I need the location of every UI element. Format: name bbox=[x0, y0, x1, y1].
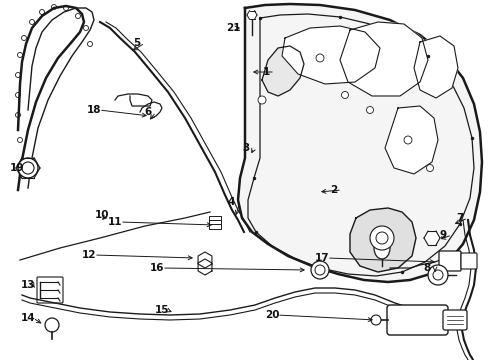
FancyBboxPatch shape bbox=[442, 310, 466, 330]
Text: 21: 21 bbox=[225, 23, 240, 33]
Bar bbox=[208, 220, 221, 225]
FancyBboxPatch shape bbox=[438, 251, 460, 271]
Circle shape bbox=[375, 232, 387, 244]
Text: 18: 18 bbox=[87, 105, 102, 115]
Text: 9: 9 bbox=[439, 230, 446, 240]
Circle shape bbox=[258, 96, 265, 104]
Text: 5: 5 bbox=[133, 38, 140, 48]
Polygon shape bbox=[198, 252, 211, 268]
Bar bbox=[208, 224, 221, 229]
Circle shape bbox=[366, 107, 373, 113]
Text: 4: 4 bbox=[227, 197, 235, 207]
Text: 7: 7 bbox=[455, 213, 463, 223]
Text: 10: 10 bbox=[95, 210, 109, 220]
Polygon shape bbox=[349, 208, 415, 272]
Polygon shape bbox=[413, 36, 457, 98]
Text: 17: 17 bbox=[314, 253, 329, 263]
Text: 2: 2 bbox=[329, 185, 337, 195]
Polygon shape bbox=[238, 4, 481, 282]
Text: 15: 15 bbox=[155, 305, 169, 315]
Bar bbox=[208, 216, 221, 220]
Circle shape bbox=[22, 162, 34, 174]
Text: 8: 8 bbox=[422, 263, 429, 273]
Circle shape bbox=[427, 265, 447, 285]
Text: 14: 14 bbox=[21, 313, 36, 323]
Circle shape bbox=[370, 315, 380, 325]
Circle shape bbox=[341, 91, 348, 99]
Polygon shape bbox=[423, 231, 439, 245]
Ellipse shape bbox=[373, 237, 389, 259]
Polygon shape bbox=[384, 106, 437, 174]
Polygon shape bbox=[198, 259, 211, 275]
FancyBboxPatch shape bbox=[386, 305, 447, 335]
Text: 1: 1 bbox=[263, 67, 270, 77]
Text: 3: 3 bbox=[242, 143, 249, 153]
Circle shape bbox=[432, 270, 442, 280]
Text: 20: 20 bbox=[264, 310, 279, 320]
Text: 16: 16 bbox=[150, 263, 164, 273]
Text: 13: 13 bbox=[21, 280, 36, 290]
FancyBboxPatch shape bbox=[460, 253, 476, 269]
Polygon shape bbox=[246, 11, 257, 19]
Polygon shape bbox=[339, 22, 427, 96]
Circle shape bbox=[310, 261, 328, 279]
Polygon shape bbox=[282, 26, 379, 84]
Text: 6: 6 bbox=[143, 107, 151, 117]
Text: 12: 12 bbox=[82, 250, 96, 260]
Circle shape bbox=[369, 226, 393, 250]
Text: 11: 11 bbox=[108, 217, 122, 227]
Circle shape bbox=[315, 54, 324, 62]
Polygon shape bbox=[262, 46, 304, 96]
Circle shape bbox=[45, 318, 59, 332]
Circle shape bbox=[403, 136, 411, 144]
Text: 19: 19 bbox=[10, 163, 24, 173]
Circle shape bbox=[426, 165, 433, 171]
Circle shape bbox=[18, 158, 38, 178]
Circle shape bbox=[314, 265, 325, 275]
